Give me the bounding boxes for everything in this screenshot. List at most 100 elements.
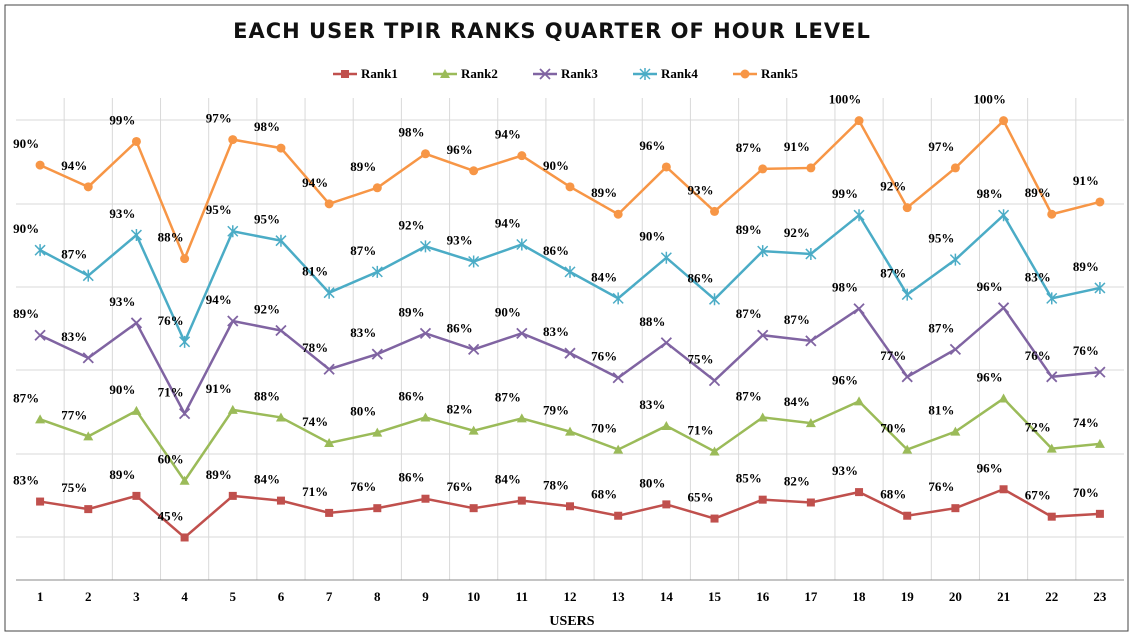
data-label: 86% bbox=[543, 243, 569, 258]
data-point bbox=[323, 363, 335, 375]
data-point bbox=[130, 229, 142, 242]
data-label: 93% bbox=[109, 206, 135, 221]
x-tick-label: 16 bbox=[756, 589, 770, 604]
data-point bbox=[949, 253, 961, 266]
data-point bbox=[275, 324, 287, 337]
data-point bbox=[998, 209, 1010, 222]
data-point bbox=[83, 182, 93, 192]
data-label: 83% bbox=[1025, 269, 1051, 284]
data-point bbox=[82, 269, 94, 282]
data-point bbox=[998, 393, 1009, 403]
legend-label: Rank5 bbox=[761, 66, 798, 81]
data-label: 87% bbox=[61, 247, 87, 262]
data-point bbox=[853, 209, 865, 222]
data-point bbox=[949, 343, 962, 356]
data-label: 71% bbox=[302, 484, 328, 499]
data-label: 87% bbox=[495, 389, 521, 404]
data-label: 96% bbox=[639, 138, 665, 153]
data-point bbox=[950, 163, 960, 173]
x-tick-label: 17 bbox=[804, 589, 818, 604]
data-point bbox=[516, 238, 528, 251]
data-label: 89% bbox=[398, 304, 424, 319]
data-label: 81% bbox=[302, 264, 328, 279]
data-point bbox=[662, 500, 671, 509]
data-label: 91% bbox=[1073, 173, 1099, 188]
data-label: 68% bbox=[880, 487, 906, 502]
data-point bbox=[855, 488, 864, 497]
data-label: 89% bbox=[109, 467, 135, 482]
data-label: 90% bbox=[543, 158, 569, 173]
data-label: 87% bbox=[736, 306, 762, 321]
legend-label: Rank1 bbox=[361, 66, 398, 81]
data-label: 97% bbox=[928, 139, 954, 154]
data-point bbox=[613, 444, 624, 454]
data-point bbox=[614, 511, 623, 520]
data-point bbox=[901, 371, 913, 383]
data-point bbox=[1047, 209, 1057, 219]
data-point bbox=[228, 135, 238, 145]
data-point bbox=[227, 315, 239, 327]
data-label: 67% bbox=[1025, 488, 1051, 503]
data-label: 95% bbox=[254, 212, 280, 227]
x-tick-label: 18 bbox=[853, 589, 867, 604]
data-point bbox=[999, 116, 1009, 126]
data-label: 65% bbox=[688, 490, 714, 505]
data-label: 83% bbox=[61, 329, 87, 344]
data-label: 87% bbox=[736, 388, 762, 403]
data-point bbox=[951, 504, 960, 513]
data-point bbox=[420, 149, 430, 159]
x-tick-label: 9 bbox=[422, 589, 429, 604]
data-label: 87% bbox=[350, 243, 376, 258]
x-axis-label: USERS bbox=[549, 614, 594, 629]
x-tick-label: 11 bbox=[516, 589, 528, 604]
data-label: 96% bbox=[977, 460, 1003, 475]
x-tick-label: 10 bbox=[467, 589, 480, 604]
data-label: 97% bbox=[206, 111, 232, 126]
data-point bbox=[1047, 512, 1056, 521]
data-point bbox=[421, 494, 430, 503]
data-point bbox=[854, 396, 865, 406]
data-point bbox=[1094, 281, 1106, 294]
x-tick-label: 5 bbox=[230, 589, 237, 604]
data-point bbox=[468, 343, 480, 356]
data-point bbox=[371, 348, 383, 360]
data-point bbox=[35, 160, 45, 170]
data-label: 94% bbox=[495, 215, 521, 230]
legend-marker bbox=[539, 68, 551, 80]
data-point bbox=[708, 293, 721, 306]
data-point bbox=[710, 206, 720, 216]
data-label: 89% bbox=[206, 467, 232, 482]
data-label: 75% bbox=[61, 480, 87, 495]
data-label: 70% bbox=[1073, 485, 1099, 500]
data-label: 90% bbox=[13, 221, 39, 236]
data-label: 82% bbox=[447, 402, 473, 417]
data-point bbox=[997, 302, 1010, 314]
legend-label: Rank2 bbox=[461, 66, 498, 81]
data-label: 94% bbox=[302, 175, 328, 190]
data-label: 85% bbox=[736, 471, 762, 486]
data-point bbox=[82, 352, 94, 364]
data-label: 92% bbox=[880, 179, 906, 194]
data-point bbox=[901, 288, 913, 301]
legend-marker bbox=[740, 69, 750, 79]
data-point bbox=[564, 347, 576, 359]
data-point bbox=[757, 329, 769, 341]
data-point bbox=[613, 209, 623, 219]
data-point bbox=[660, 337, 672, 349]
data-point bbox=[950, 426, 961, 436]
data-point bbox=[853, 303, 865, 315]
data-label: 80% bbox=[639, 475, 665, 490]
data-point bbox=[1046, 443, 1057, 453]
x-tick-label: 15 bbox=[708, 589, 722, 604]
legend-label: Rank3 bbox=[561, 66, 598, 81]
data-label: 96% bbox=[447, 142, 473, 157]
x-tick-label: 4 bbox=[181, 589, 188, 604]
data-label: 45% bbox=[158, 508, 184, 523]
data-label: 79% bbox=[543, 403, 569, 418]
data-label: 89% bbox=[591, 185, 617, 200]
x-tick-label: 12 bbox=[564, 589, 577, 604]
data-label: 90% bbox=[495, 304, 521, 319]
data-label: 88% bbox=[254, 388, 280, 403]
data-label: 93% bbox=[688, 182, 714, 197]
data-label: 71% bbox=[158, 385, 184, 400]
